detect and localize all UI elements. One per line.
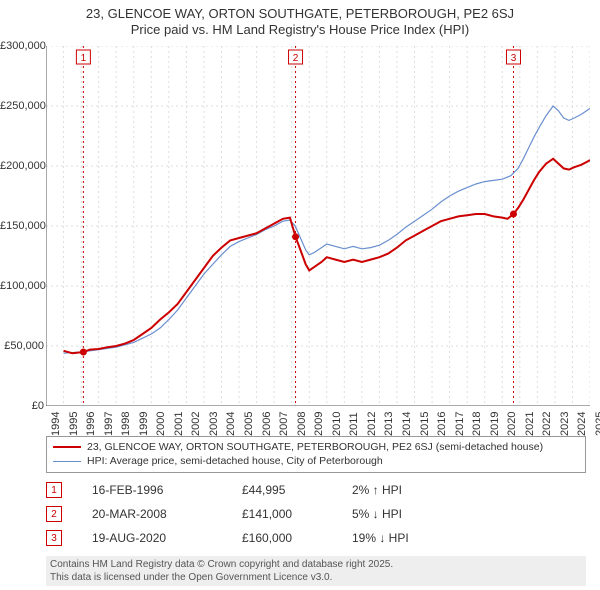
y-tick-label: £150,000	[0, 220, 44, 232]
x-tick-label: 2023	[559, 412, 571, 436]
sale-event-date: 19-AUG-2020	[92, 531, 242, 545]
title-block: 23, GLENCOE WAY, ORTON SOUTHGATE, PETERB…	[0, 0, 600, 39]
x-tick-label: 2025	[594, 412, 600, 436]
x-tick-label: 1997	[103, 412, 115, 436]
x-tick-label: 2011	[348, 412, 360, 436]
x-tick-label: 2024	[576, 412, 588, 436]
legend-swatch-property	[53, 446, 81, 448]
legend-item-property: 23, GLENCOE WAY, ORTON SOUTHGATE, PETERB…	[53, 440, 579, 454]
x-tick-label: 2008	[296, 412, 308, 436]
chart-area: 1 2 3	[46, 46, 590, 406]
title-main: 23, GLENCOE WAY, ORTON SOUTHGATE, PETERB…	[0, 6, 600, 22]
x-tick-label: 2022	[541, 412, 553, 436]
legend: 23, GLENCOE WAY, ORTON SOUTHGATE, PETERB…	[46, 436, 586, 473]
title-sub: Price paid vs. HM Land Registry's House …	[0, 22, 600, 38]
x-tick-label: 2006	[261, 412, 273, 436]
x-tick-label: 2005	[243, 412, 255, 436]
x-tick-label: 2014	[401, 412, 413, 436]
x-tick-label: 1996	[85, 412, 97, 436]
y-tick-label: £0	[0, 400, 44, 412]
sale-event-hpi: 5% ↓ HPI	[352, 507, 586, 521]
sale-event-row: 3 19-AUG-2020£160,00019% ↓ HPI	[46, 526, 586, 550]
sale-events-table: 1 16-FEB-1996£44,9952% ↑ HPI 2 20-MAR-2008£…	[46, 478, 586, 550]
sale-event-row: 1 16-FEB-1996£44,9952% ↑ HPI	[46, 478, 586, 502]
sale-event-date: 20-MAR-2008	[92, 507, 242, 521]
x-tick-label: 1999	[138, 412, 150, 436]
x-tick-label: 2003	[208, 412, 220, 436]
sale-event-marker: 2	[46, 506, 62, 522]
legend-label-hpi: HPI: Average price, semi-detached house,…	[87, 454, 383, 468]
sale-event-hpi: 2% ↑ HPI	[352, 483, 586, 497]
sale-event-price: £44,995	[242, 483, 352, 497]
legend-swatch-hpi	[53, 461, 81, 462]
sale-event-date: 16-FEB-1996	[92, 483, 242, 497]
x-tick-label: 2017	[454, 412, 466, 436]
x-tick-label: 2001	[173, 412, 185, 436]
x-tick-label: 2000	[155, 412, 167, 436]
x-tick-label: 2020	[506, 412, 518, 436]
attribution-line-2: This data is licensed under the Open Gov…	[50, 571, 582, 584]
x-tick-label: 2009	[313, 412, 325, 436]
sale-event-marker: 1	[46, 482, 62, 498]
x-tick-label: 2018	[471, 412, 483, 436]
x-tick-label: 2007	[278, 412, 290, 436]
y-tick-label: £300,000	[0, 40, 44, 52]
sale-event-hpi: 19% ↓ HPI	[352, 531, 586, 545]
sale-event-price: £160,000	[242, 531, 352, 545]
x-tick-label: 2021	[524, 412, 536, 436]
data-attribution: Contains HM Land Registry data © Crown c…	[46, 556, 586, 586]
x-tick-label: 1995	[68, 412, 80, 436]
legend-label-property: 23, GLENCOE WAY, ORTON SOUTHGATE, PETERB…	[87, 440, 543, 454]
svg-text:2: 2	[293, 53, 299, 64]
sale-event-row: 2 20-MAR-2008£141,0005% ↓ HPI	[46, 502, 586, 526]
x-tick-label: 2019	[489, 412, 501, 436]
x-tick-label: 2010	[331, 412, 343, 436]
svg-text:1: 1	[81, 53, 87, 64]
attribution-line-1: Contains HM Land Registry data © Crown c…	[50, 558, 582, 571]
x-tick-label: 2015	[419, 412, 431, 436]
x-tick-label: 2012	[366, 412, 378, 436]
sale-event-marker: 3	[46, 530, 62, 546]
x-tick-label: 2002	[190, 412, 202, 436]
x-tick-label: 2016	[436, 412, 448, 436]
y-tick-label: £200,000	[0, 160, 44, 172]
x-tick-label: 2013	[383, 412, 395, 436]
svg-text:3: 3	[511, 53, 517, 64]
x-tick-label: 1994	[50, 412, 62, 436]
y-tick-label: £50,000	[0, 340, 44, 352]
x-tick-label: 1998	[120, 412, 132, 436]
x-tick-label: 2004	[225, 412, 237, 436]
y-tick-label: £100,000	[0, 280, 44, 292]
y-tick-label: £250,000	[0, 100, 44, 112]
line-chart: 1 2 3	[46, 46, 590, 406]
sale-event-price: £141,000	[242, 507, 352, 521]
chart-container: 23, GLENCOE WAY, ORTON SOUTHGATE, PETERB…	[0, 0, 600, 590]
legend-item-hpi: HPI: Average price, semi-detached house,…	[53, 454, 579, 468]
